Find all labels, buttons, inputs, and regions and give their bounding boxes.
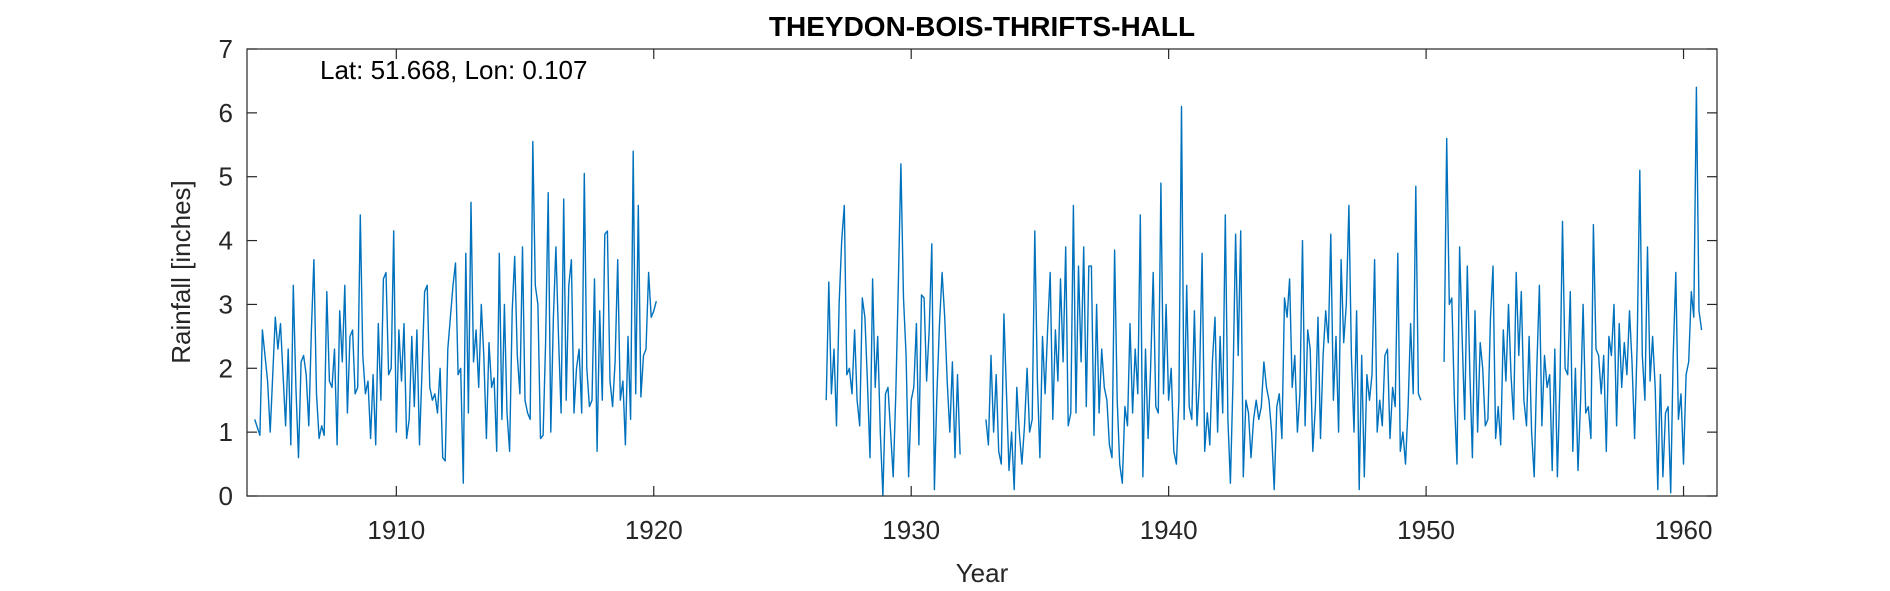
rainfall-line-segment-1 [254, 140, 657, 484]
x-tick-label: 1920 [625, 515, 683, 545]
x-axis-label: Year [956, 558, 1009, 588]
y-tick-label: 4 [219, 226, 233, 256]
axes-box [246, 48, 1718, 497]
rainfall-line-segment-2 [825, 163, 961, 497]
rainfall-line-segment-4 [1443, 86, 1703, 494]
y-tick-label: 1 [219, 417, 233, 447]
y-tick-label: 3 [219, 289, 233, 319]
location-annotation: Lat: 51.668, Lon: 0.107 [320, 55, 587, 85]
y-tick-label: 2 [219, 353, 233, 383]
y-tick-label: 7 [219, 34, 233, 64]
x-axis-ticks: 1910 1920 1930 1940 1950 1960 [367, 49, 1712, 545]
y-axis-label: Rainfall [inches] [166, 180, 196, 364]
rainfall-line-segment-3 [985, 105, 1422, 491]
x-tick-label: 1910 [367, 515, 425, 545]
x-tick-label: 1930 [882, 515, 940, 545]
series-lines [254, 86, 1703, 497]
x-tick-label: 1960 [1655, 515, 1713, 545]
x-tick-label: 1940 [1140, 515, 1198, 545]
y-tick-label: 6 [219, 98, 233, 128]
y-tick-label: 5 [219, 162, 233, 192]
x-tick-label: 1950 [1397, 515, 1455, 545]
y-axis-ticks: 0 1 2 3 4 5 6 7 [219, 34, 1717, 511]
chart-title: THEYDON-BOIS-THRIFTS-HALL [769, 11, 1195, 42]
y-tick-label: 0 [219, 481, 233, 511]
